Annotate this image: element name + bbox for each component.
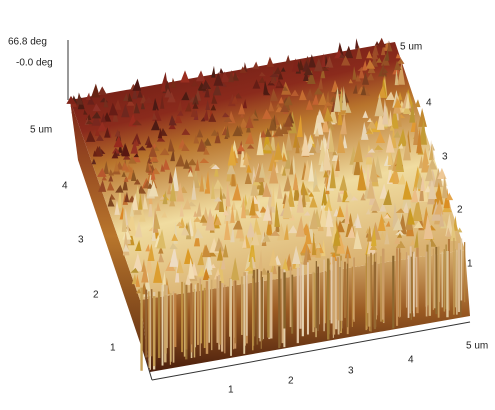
z-min: -0.0 deg xyxy=(16,58,53,69)
left-tick: 2 xyxy=(93,290,99,301)
surface-spike xyxy=(219,68,224,73)
right-tick: 1 xyxy=(467,259,473,270)
surface-spike xyxy=(86,92,91,99)
surface-spike xyxy=(252,62,258,69)
surface-spike xyxy=(180,70,189,82)
right-tick: 3 xyxy=(442,152,448,163)
surface-spike xyxy=(377,38,386,48)
bottom-tick: 5 um xyxy=(466,341,488,352)
surface-spike xyxy=(162,72,167,84)
right-tick: 4 xyxy=(426,98,432,109)
right-tick: 5 um xyxy=(400,42,422,53)
bottom-tick: 2 xyxy=(288,376,294,387)
surface-spike xyxy=(91,84,100,98)
surface-spike xyxy=(196,70,205,81)
surface-spike xyxy=(375,41,380,45)
surface-spike xyxy=(98,86,107,94)
right-tick: 2 xyxy=(457,205,463,216)
bottom-tick: 3 xyxy=(348,366,354,377)
left-tick: 5 um xyxy=(30,125,52,136)
left-tick: 4 xyxy=(62,181,68,192)
bottom-tick: 4 xyxy=(408,355,414,366)
surface-spike xyxy=(267,57,275,67)
surface xyxy=(66,38,470,372)
bottom-tick: 1 xyxy=(228,385,234,396)
afm-surface-plot: 66.8 deg -0.0 deg 5 um 4 3 2 1 1 2 3 4 5… xyxy=(0,0,495,410)
surface-spike xyxy=(285,55,290,64)
left-tick: 3 xyxy=(78,235,84,246)
surface-spike xyxy=(211,66,215,78)
z-max: 66.8 deg xyxy=(8,37,47,48)
left-tick: 1 xyxy=(110,343,116,354)
